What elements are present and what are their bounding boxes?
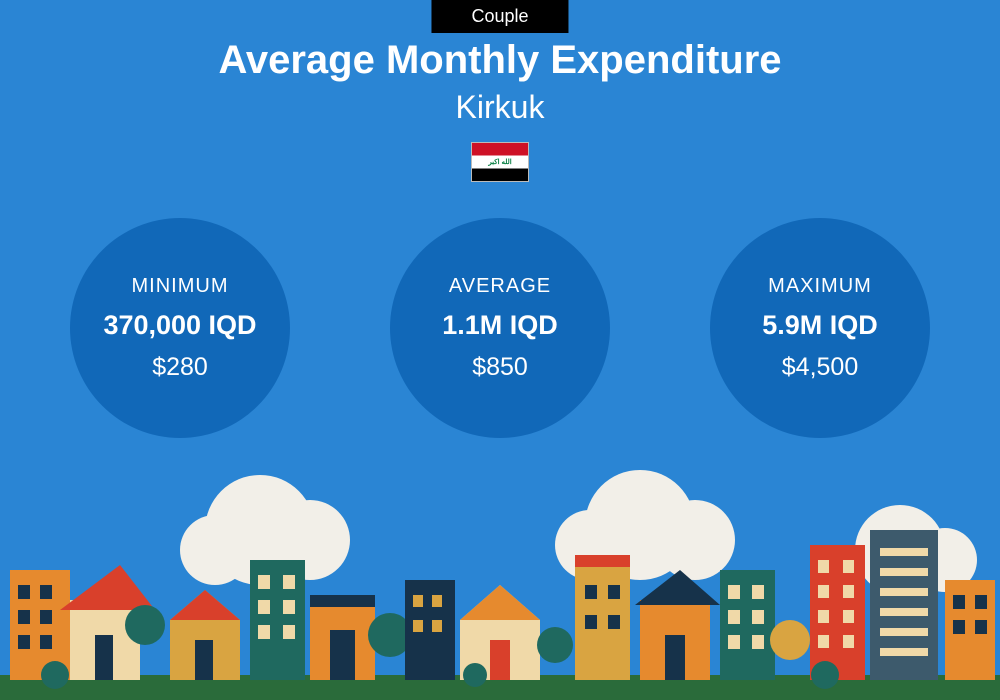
stat-circle-minimum: MINIMUM 370,000 IQD $280 bbox=[70, 218, 290, 438]
category-badge: Couple bbox=[431, 0, 568, 33]
stat-primary-value: 370,000 IQD bbox=[103, 310, 256, 341]
page-title: Average Monthly Expenditure bbox=[0, 38, 1000, 83]
stat-label: MAXIMUM bbox=[768, 275, 872, 298]
stat-circle-average: AVERAGE 1.1M IQD $850 bbox=[390, 218, 610, 438]
stat-secondary-value: $280 bbox=[152, 353, 208, 382]
stat-secondary-value: $4,500 bbox=[782, 353, 858, 382]
stat-primary-value: 1.1M IQD bbox=[442, 310, 558, 341]
stat-label: MINIMUM bbox=[132, 275, 229, 298]
stat-circles: MINIMUM 370,000 IQD $280 AVERAGE 1.1M IQ… bbox=[0, 218, 1000, 438]
cityscape-illustration bbox=[0, 470, 1000, 700]
stat-circle-maximum: MAXIMUM 5.9M IQD $4,500 bbox=[710, 218, 930, 438]
location-name: Kirkuk bbox=[0, 89, 1000, 126]
stat-primary-value: 5.9M IQD bbox=[762, 310, 878, 341]
stat-label: AVERAGE bbox=[449, 275, 551, 298]
country-flag-icon bbox=[471, 142, 529, 182]
stat-secondary-value: $850 bbox=[472, 353, 528, 382]
